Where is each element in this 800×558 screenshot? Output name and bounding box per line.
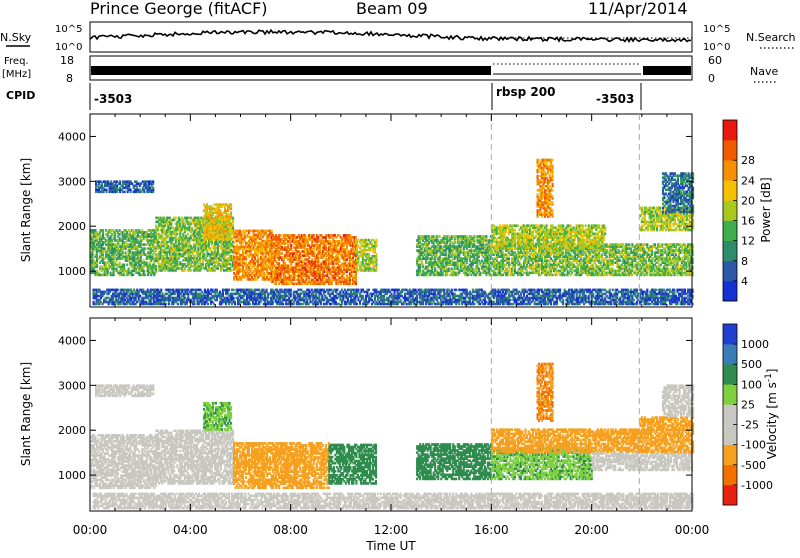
power-cell [187, 233, 189, 236]
nsky-panel: N.Sky 10^5 10^0 10^5 10^0 N.Search [0, 22, 796, 53]
power-cell [128, 268, 130, 271]
power-region-7 [416, 235, 492, 276]
cpid-entry-2: rbsp 200 [496, 85, 555, 99]
nsearch-label: N.Search [746, 31, 796, 44]
power-cell [102, 229, 104, 232]
freq-label-1: Freq. [4, 56, 29, 67]
cpid-label: CPID [6, 89, 35, 102]
power-region-4 [233, 230, 273, 281]
cpid-entry-1: -3503 [94, 92, 132, 106]
power-cell [144, 247, 146, 250]
nsky-trace [91, 30, 691, 41]
date-title: 11/Apr/2014 [588, 0, 688, 18]
power-cell [230, 203, 232, 206]
freq-bar-b [643, 66, 691, 75]
nave-tick-high: 60 [708, 54, 722, 67]
power-region-6 [356, 239, 378, 272]
power-cell [119, 180, 121, 183]
power-cell [338, 258, 340, 261]
power-cell [124, 191, 126, 194]
power-cell [375, 253, 377, 256]
power-cell [290, 244, 292, 247]
freq-panel: Freq. [MHz] 18 8 60 0 Nave [2, 54, 778, 85]
power-cell [123, 264, 125, 267]
power-data [90, 159, 694, 306]
power-cell [203, 253, 205, 256]
power-cell [375, 239, 377, 242]
power-cell [508, 257, 510, 260]
power-cell [155, 245, 157, 248]
nsky-frame [90, 22, 692, 52]
freq-label-2: [MHz] [2, 69, 31, 80]
station-title: Prince George (fitACF) [90, 0, 268, 18]
nave-tick-low: 0 [708, 72, 715, 85]
nsky-tick-high: 10^5 [55, 24, 82, 35]
power-cell [191, 227, 193, 230]
power-cell [280, 234, 282, 237]
power-cell [209, 247, 211, 250]
nave-label: Nave [750, 65, 778, 78]
power-cell [313, 234, 315, 237]
power-cell [176, 233, 178, 236]
power-cell [155, 272, 157, 275]
power-cell [355, 236, 357, 239]
power-cell [287, 264, 289, 267]
power-cell [230, 211, 232, 214]
power-cell [479, 272, 481, 275]
power-cell [422, 264, 424, 267]
power-cell [473, 235, 475, 238]
power-cell [132, 274, 134, 277]
power-cell [485, 235, 487, 238]
power-cell [439, 235, 441, 238]
power-cell [152, 187, 154, 190]
power-cell [152, 180, 154, 183]
power-cell [230, 224, 232, 227]
beam-title: Beam 09 [356, 0, 428, 18]
power-cell [281, 252, 283, 255]
power-cell [155, 257, 157, 260]
freq-tick-high: 18 [60, 54, 74, 67]
power-region-2 [155, 217, 234, 272]
nsky-label: N.Sky [0, 31, 32, 44]
power-cell [230, 238, 232, 241]
cpid-entry-3: -3503 [596, 92, 634, 106]
power-cell [215, 220, 217, 223]
power-cell [478, 268, 480, 271]
nsearch-tick-high: 10^5 [703, 24, 730, 35]
power-cell [433, 235, 435, 238]
power-cell [231, 269, 233, 272]
power-cell [232, 225, 234, 228]
power-cell [190, 269, 192, 272]
power-cell [106, 189, 108, 192]
power-cell [368, 253, 370, 256]
power-cell [271, 230, 273, 233]
freq-bar-a [91, 66, 491, 75]
power-cell [232, 217, 234, 220]
power-region-1 [95, 180, 154, 193]
power-cell [104, 247, 106, 250]
power-region-0 [90, 229, 157, 276]
power-cell [143, 270, 145, 273]
power-cell [125, 251, 127, 254]
power-cell [130, 189, 132, 192]
freq-tick-low: 8 [66, 72, 73, 85]
power-cell [119, 261, 121, 264]
power-cell [144, 274, 146, 277]
nsky-tick-low: 10^0 [55, 42, 82, 53]
nsearch-tick-low: 10^0 [703, 42, 730, 53]
power-region-5 [271, 234, 357, 285]
power-cell [155, 265, 157, 268]
power-cell [126, 264, 128, 267]
power-cell [219, 209, 221, 212]
power-cell [175, 217, 177, 220]
power-cell [308, 256, 310, 259]
cpid-panel: CPID -3503 rbsp 200 -3503 [6, 83, 641, 110]
power-cell [155, 269, 157, 272]
